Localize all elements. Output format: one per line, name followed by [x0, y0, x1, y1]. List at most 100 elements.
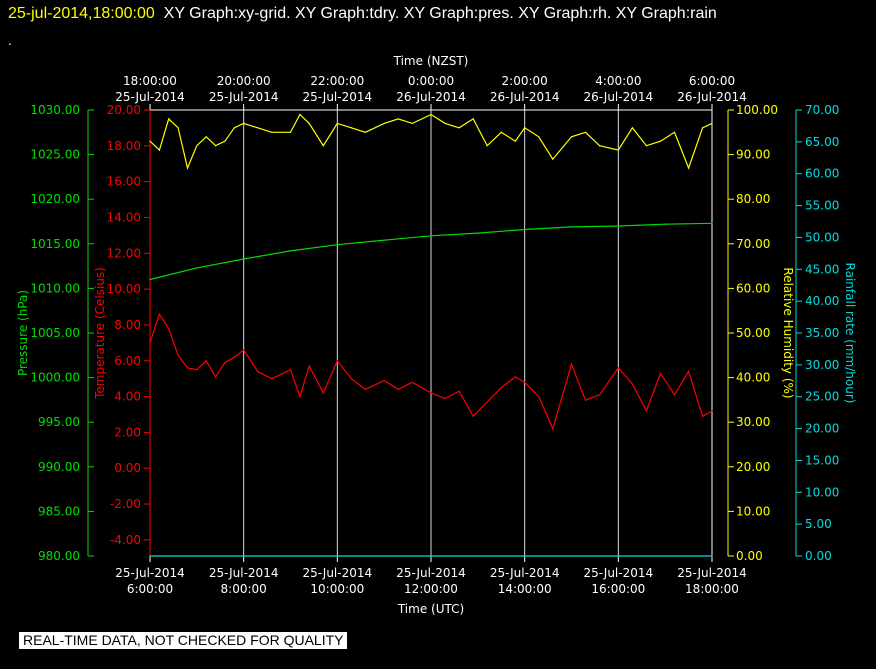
series-rh-point — [271, 131, 273, 133]
humidity-tick-label: 10.00 — [736, 504, 770, 518]
series-rh-point — [617, 149, 619, 151]
series-pres-point — [383, 239, 385, 241]
series-rh-point — [711, 122, 713, 124]
pressure-tick-label: 1005.00 — [30, 326, 80, 340]
series-rh-point — [688, 167, 690, 169]
top-tick-time: 4:00:00 — [595, 74, 641, 88]
series-pres-point — [477, 232, 479, 234]
series-tdry-point — [688, 370, 690, 373]
bottom-tick-date: 25-Jul-2014 — [209, 566, 279, 580]
temperature-tick-label: 14.00 — [107, 210, 141, 224]
bottom-tick-date: 25-Jul-2014 — [396, 566, 466, 580]
series-tdry-point — [186, 367, 189, 369]
series-pres-point — [289, 250, 292, 252]
series-tdry-point — [584, 399, 587, 401]
series-pres-point — [617, 225, 619, 227]
series-tdry-point — [257, 370, 259, 373]
series-tdry-point — [196, 369, 198, 371]
series-rain-point — [711, 555, 713, 557]
chart-lines — [149, 113, 713, 557]
rain-tick-label: 25.00 — [805, 390, 839, 404]
chart-axes — [87, 104, 802, 562]
pressure-tick-label: 1030.00 — [30, 103, 80, 117]
series-tdry-point — [299, 396, 301, 398]
series-tdry-point — [599, 394, 601, 396]
series-rh-point — [308, 122, 310, 124]
series-tdry-point — [350, 378, 352, 380]
series-tdry-point — [486, 401, 488, 403]
series-rh-point — [570, 136, 573, 138]
series-tdry-point — [308, 365, 310, 367]
top-tick-time: 22:00:00 — [310, 74, 364, 88]
series-rh-point — [444, 122, 446, 124]
pressure-tick-label: 1020.00 — [30, 192, 80, 206]
quality-notice: REAL-TIME DATA, NOT CHECKED FOR QUALITY — [19, 632, 348, 649]
graph-header: 25-jul-2014,18:00:00 XY Graph:xy-grid. X… — [8, 5, 717, 23]
temperature-tick-label: -2.00 — [110, 497, 141, 511]
series-tdry-point — [538, 396, 540, 398]
series-rh-point — [411, 122, 413, 124]
series-rh-point — [430, 113, 432, 116]
series-tdry-point — [336, 360, 338, 362]
top-tick-time: 20:00:00 — [217, 74, 271, 88]
humidity-tick-label: 100.00 — [736, 103, 778, 117]
rain-tick-label: 10.00 — [805, 485, 839, 499]
series-rh-point — [257, 127, 259, 129]
series-tdry-point — [552, 428, 554, 430]
series-tdry-point — [243, 349, 245, 351]
series-tdry-line — [149, 312, 713, 431]
series-rh-point — [552, 158, 554, 160]
temperature-tick-label: 16.00 — [107, 175, 141, 189]
series-tdry-point — [149, 342, 151, 344]
series-pres-point — [524, 228, 526, 231]
humidity-tick-label: 50.00 — [736, 326, 770, 340]
temperature-tick-label: 18.00 — [107, 139, 141, 153]
bottom-tick-time: 8:00:00 — [221, 582, 267, 596]
top-tick-date: 26-Jul-2014 — [584, 90, 654, 104]
series-pres-point — [430, 235, 432, 237]
top-tick-time: 18:00:00 — [123, 74, 177, 88]
pressure-tick-label: 1010.00 — [30, 281, 80, 295]
series-tdry-point — [397, 388, 399, 390]
series-tdry-point — [645, 410, 648, 412]
series-tdry-point — [472, 415, 474, 417]
pressure-axis-title: Pressure (hPa) — [16, 290, 30, 376]
series-pres-point — [711, 222, 713, 224]
temperature-tick-label: 6.00 — [114, 354, 141, 368]
series-tdry-point — [617, 367, 619, 369]
rain-tick-label: 0.00 — [805, 549, 832, 563]
bottom-tick-date: 25-Jul-2014 — [115, 566, 185, 580]
temperature-tick-label: 4.00 — [114, 390, 141, 404]
series-rh-point — [458, 127, 460, 129]
series-tdry-point — [168, 327, 170, 330]
pressure-tick-label: 1015.00 — [30, 237, 80, 251]
series-rh-point — [524, 127, 526, 129]
temperature-tick-label: 12.00 — [107, 246, 141, 260]
series-rh-point — [336, 122, 338, 124]
series-rh-point — [322, 145, 324, 147]
top-tick-date: 26-Jul-2014 — [396, 90, 466, 104]
pressure-tick-label: 980.00 — [38, 549, 80, 563]
series-tdry-point — [673, 394, 676, 396]
rain-tick-label: 70.00 — [805, 103, 839, 117]
pressure-tick-label: 985.00 — [38, 504, 80, 518]
top-tick-date: 26-Jul-2014 — [677, 90, 747, 104]
series-rh-point — [215, 145, 217, 147]
timestamp: 25-jul-2014,18:00:00 — [8, 5, 155, 22]
series-pres-point — [336, 244, 338, 246]
series-tdry-point — [458, 390, 460, 392]
series-pres-point — [196, 267, 198, 269]
temperature-tick-label: -4.00 — [110, 533, 141, 547]
temperature-tick-label: 10.00 — [107, 282, 141, 296]
rain-tick-label: 65.00 — [805, 135, 839, 149]
series-pres-point — [149, 278, 151, 281]
rain-tick-label: 40.00 — [805, 294, 839, 308]
humidity-tick-label: 60.00 — [736, 281, 770, 295]
series-tdry-point — [233, 356, 235, 358]
top-tick-date: 25-Jul-2014 — [209, 90, 279, 104]
bottom-tick-time: 12:00:00 — [404, 582, 458, 596]
series-rh-point — [149, 140, 151, 142]
series-tdry-point — [383, 379, 385, 382]
rain-tick-label: 60.00 — [805, 167, 839, 181]
